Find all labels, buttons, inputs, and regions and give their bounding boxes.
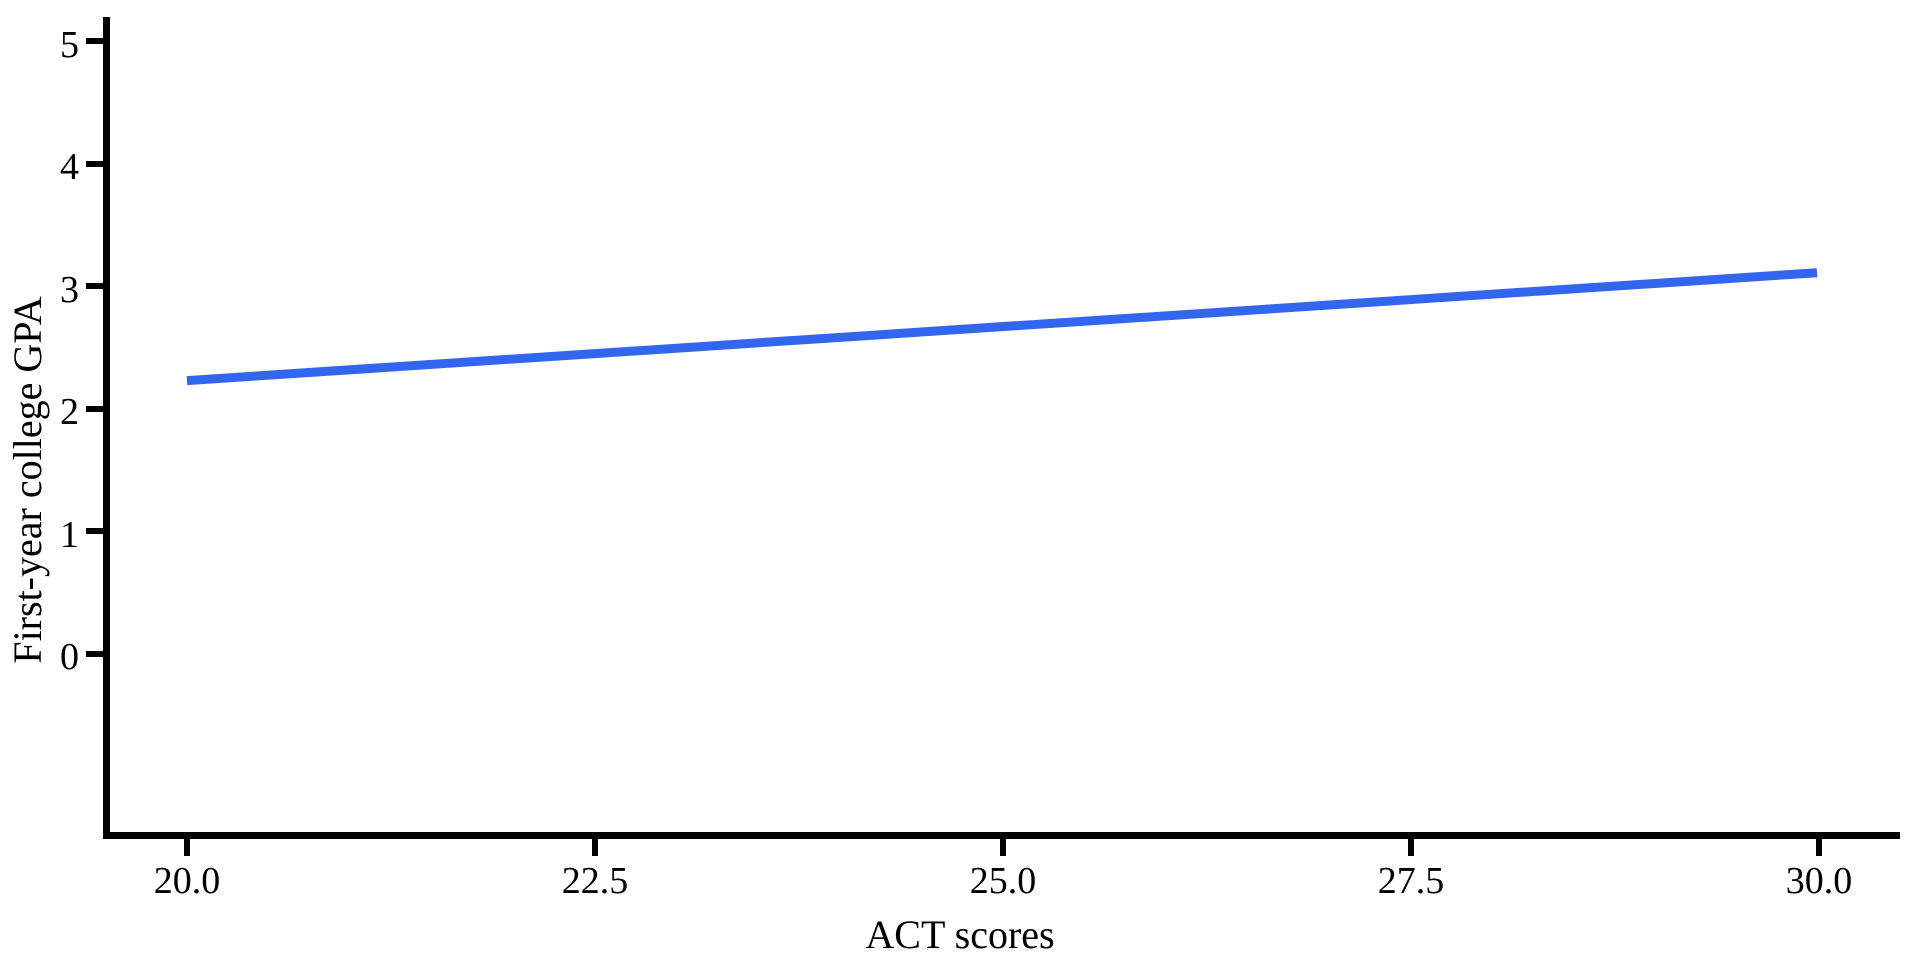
y-axis-tick-1: [86, 528, 103, 534]
y-axis-ticklabel-0: 0: [60, 636, 79, 678]
x-axis-ticklabel-27-5: 27.5: [1377, 860, 1445, 902]
x-axis-tick-30: [1816, 839, 1822, 856]
y-axis-tick-4: [86, 161, 103, 167]
series-line-predicted-gpa: [186, 268, 1818, 386]
x-axis-tick-20: [184, 839, 190, 856]
y-axis-tick-0: [86, 651, 103, 657]
y-axis-title: First-year college GPA: [5, 296, 50, 664]
y-axis-tick-3: [86, 283, 103, 289]
x-axis-line: [103, 832, 1900, 839]
x-axis-ticklabel-25: 25.0: [969, 860, 1037, 902]
x-axis-ticklabel-30: 30.0: [1785, 860, 1853, 902]
x-axis-tick-22-5: [592, 839, 598, 856]
y-axis-ticklabel-3: 3: [60, 269, 79, 311]
x-axis-ticklabel-20: 20.0: [153, 860, 221, 902]
y-axis-ticklabel-4: 4: [60, 146, 79, 188]
x-axis-tick-25: [1000, 839, 1006, 856]
y-axis-ticklabel-1: 1: [60, 514, 79, 556]
y-axis-line: [103, 17, 110, 839]
x-axis-tick-27-5: [1408, 839, 1414, 856]
x-axis-ticklabel-22-5: 22.5: [561, 860, 629, 902]
y-axis-tick-2: [86, 406, 103, 412]
y-axis-ticklabel-5: 5: [60, 24, 79, 66]
y-axis-ticklabel-2: 2: [60, 391, 79, 433]
y-axis-tick-5: [86, 38, 103, 44]
x-axis-title: ACT scores: [865, 912, 1055, 957]
